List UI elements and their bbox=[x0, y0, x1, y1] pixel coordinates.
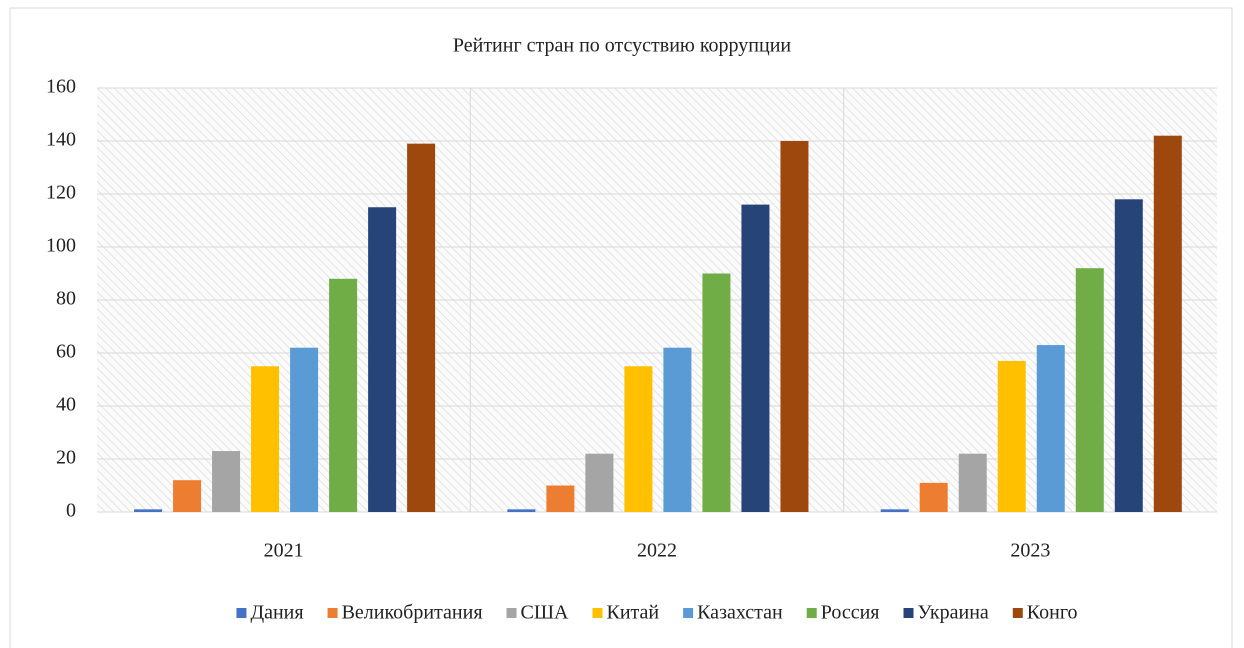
y-tick-label: 40 bbox=[56, 394, 76, 416]
bar bbox=[741, 204, 770, 512]
legend-label: США bbox=[521, 602, 570, 624]
legend-swatch bbox=[1012, 608, 1023, 618]
bar bbox=[958, 453, 987, 512]
legend-swatch bbox=[506, 608, 517, 618]
y-tick-label: 0 bbox=[66, 500, 76, 522]
legend-swatch bbox=[903, 608, 914, 618]
y-tick-label: 80 bbox=[56, 288, 76, 310]
bar bbox=[507, 509, 536, 512]
legend-label: Дания bbox=[250, 602, 303, 624]
bar bbox=[585, 453, 614, 512]
bar bbox=[134, 509, 163, 512]
x-tick-label: 2022 bbox=[637, 540, 677, 562]
legend-swatch bbox=[327, 608, 338, 618]
bar bbox=[663, 347, 692, 512]
bar bbox=[624, 366, 653, 512]
bar bbox=[212, 451, 241, 512]
bar bbox=[546, 485, 575, 512]
y-tick-label: 20 bbox=[56, 447, 76, 469]
y-tick-label: 100 bbox=[46, 235, 76, 257]
bar bbox=[880, 509, 909, 512]
x-tick-label: 2023 bbox=[1010, 540, 1050, 562]
chart-title: Рейтинг стран по отсуствию коррупции bbox=[453, 35, 792, 57]
legend-label: Конго bbox=[1027, 602, 1078, 624]
bar bbox=[1075, 268, 1104, 512]
bar bbox=[1153, 135, 1182, 512]
bar bbox=[329, 278, 358, 512]
legend-swatch bbox=[806, 608, 817, 618]
bar bbox=[1036, 345, 1065, 512]
y-tick-label: 160 bbox=[46, 76, 76, 98]
legend-label: Россия bbox=[821, 602, 880, 624]
bar bbox=[919, 482, 948, 512]
bar bbox=[368, 207, 397, 512]
legend-swatch bbox=[236, 608, 247, 618]
bar bbox=[1114, 199, 1143, 513]
bar bbox=[251, 366, 280, 512]
bar bbox=[290, 347, 319, 512]
legend-swatch bbox=[592, 608, 603, 618]
legend-label: Украина bbox=[918, 602, 989, 624]
bar bbox=[173, 480, 202, 512]
legend-label: Казахстан bbox=[697, 602, 783, 624]
legend-label: Великобритания bbox=[342, 602, 483, 624]
legend-swatch bbox=[683, 608, 694, 618]
x-tick-label: 2021 bbox=[264, 540, 304, 562]
bar bbox=[780, 141, 809, 512]
y-tick-label: 120 bbox=[46, 182, 76, 204]
y-tick-label: 60 bbox=[56, 341, 76, 363]
bar bbox=[702, 273, 731, 512]
bar bbox=[407, 143, 436, 512]
bar bbox=[997, 360, 1026, 512]
y-tick-label: 140 bbox=[46, 129, 76, 151]
legend-label: Китай bbox=[607, 602, 660, 624]
